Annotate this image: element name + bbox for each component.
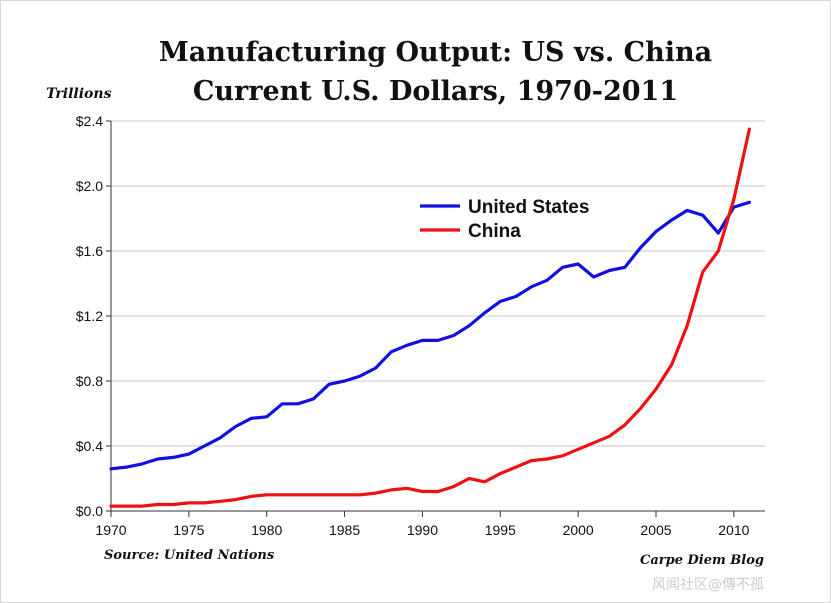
series-line-china xyxy=(109,127,752,508)
watermark-text: 风闻社区@傳不孤 xyxy=(652,577,764,593)
credit-note: Carpe Diem Blog xyxy=(640,553,764,568)
x-tick-label: 1980 xyxy=(251,522,282,538)
y-tick-label: $1.6 xyxy=(76,243,103,259)
y-tick-label: $1.2 xyxy=(76,308,103,324)
chart-subtitle: Current U.S. Dollars, 1970-2011 xyxy=(192,76,679,107)
chart-title: Manufacturing Output: US vs. China xyxy=(158,37,713,68)
x-tick-label: 1985 xyxy=(329,522,360,538)
x-tick-label: 2010 xyxy=(718,522,749,538)
legend-label-united-states: United States xyxy=(468,197,589,218)
y-tick-label: $0.8 xyxy=(76,373,103,389)
y-tick-label: $0.0 xyxy=(76,503,103,519)
x-tick-label: 1990 xyxy=(407,522,438,538)
x-tick-label: 2005 xyxy=(640,522,671,538)
x-tick-label: 1970 xyxy=(95,522,126,538)
series-line-united-states xyxy=(109,200,752,471)
legend-label-china: China xyxy=(468,221,521,242)
x-tick-label: 1975 xyxy=(173,522,204,538)
y-axis-units-label: Trillions xyxy=(46,86,112,102)
y-tick-label: $2.0 xyxy=(76,178,103,194)
x-tick-label: 2000 xyxy=(563,522,594,538)
y-tick-label: $2.4 xyxy=(76,113,103,129)
y-tick-label: $0.4 xyxy=(76,438,103,454)
x-tick-label: 1995 xyxy=(485,522,516,538)
source-note: Source: United Nations xyxy=(104,548,275,563)
